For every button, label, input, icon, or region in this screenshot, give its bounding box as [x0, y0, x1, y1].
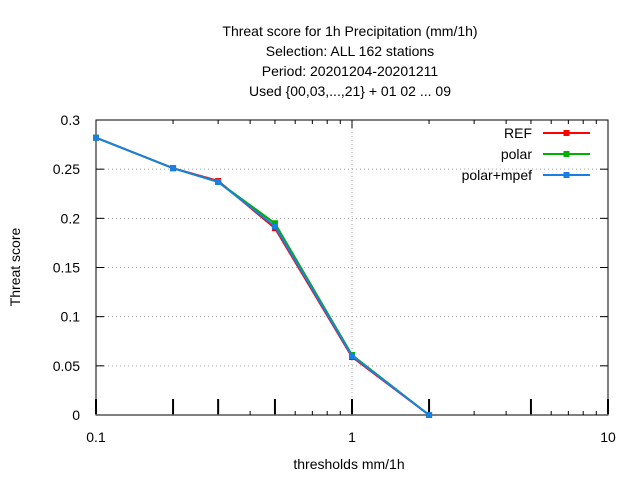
- title-line: Used {00,03,...,21} + 01 02 ... 09: [249, 83, 451, 99]
- series-lines: [93, 134, 433, 418]
- legend-label: REF: [504, 125, 532, 141]
- series-line: [95, 136, 430, 416]
- chart-title: Threat score for 1h Precipitation (mm/1h…: [222, 23, 477, 99]
- series-line: [95, 136, 430, 416]
- data-point: [170, 165, 177, 172]
- y-tick-label: 0.2: [61, 210, 81, 226]
- data-point: [215, 178, 222, 185]
- y-tick-label: 0.1: [61, 309, 81, 325]
- legend-marker: [563, 172, 570, 178]
- x-tick-label: 10: [600, 429, 616, 445]
- y-tick-label: 0.15: [53, 260, 80, 276]
- legend: REF polar polar+mpef: [462, 125, 590, 183]
- y-tick-label: 0: [72, 407, 80, 423]
- series-polar: [93, 134, 433, 418]
- y-tick-label: 0.05: [53, 358, 80, 374]
- y-tick-label: 0.3: [61, 112, 81, 128]
- x-axis-label: thresholds mm/1h: [293, 456, 404, 472]
- series-polar-mpef: [93, 134, 433, 418]
- series-line: [95, 136, 430, 416]
- y-tick-label: 0.25: [53, 161, 80, 177]
- legend-label: polar: [501, 146, 532, 162]
- data-point: [426, 412, 433, 418]
- y-axis-label: Threat score: [7, 227, 23, 306]
- data-point: [93, 134, 99, 141]
- x-tick-label: 0.1: [86, 429, 106, 445]
- x-tick-labels: 0.1 1 10: [86, 429, 616, 445]
- y-tick-labels: 0 0.05 0.1 0.15 0.2 0.25 0.3: [53, 112, 80, 423]
- title-line: Period: 20201204-20201211: [262, 63, 439, 79]
- axis-ticks: [95, 119, 609, 416]
- data-point: [271, 223, 278, 230]
- title-line: Threat score for 1h Precipitation (mm/1h…: [222, 23, 477, 39]
- x-tick-label: 1: [348, 429, 356, 445]
- data-point: [349, 353, 355, 359]
- title-line: Selection: ALL 162 stations: [266, 43, 434, 59]
- legend-label: polar+mpef: [462, 167, 533, 183]
- grid-lines: [96, 120, 608, 415]
- legend-marker: [563, 151, 570, 157]
- series-ref: [93, 134, 433, 418]
- legend-marker: [563, 130, 570, 136]
